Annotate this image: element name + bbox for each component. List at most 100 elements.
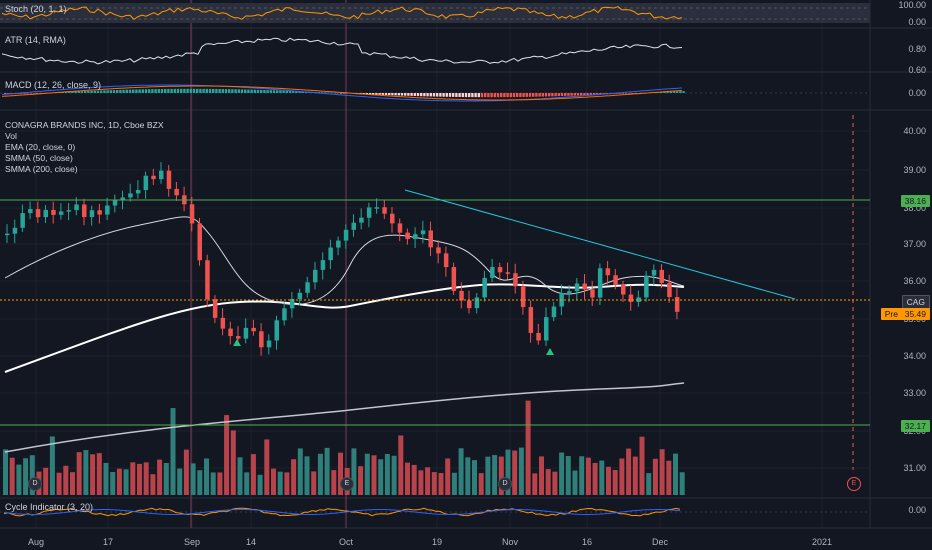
candle-body — [674, 297, 680, 312]
candle-body — [120, 197, 125, 200]
candle-body — [474, 297, 480, 309]
volume-bar — [311, 471, 317, 495]
candle-body — [282, 308, 287, 321]
legend-smma50[interactable]: SMMA (50, close) — [5, 153, 73, 163]
volume-bar — [163, 462, 169, 495]
candle-body — [628, 294, 634, 302]
candle-body — [12, 227, 18, 234]
macd-hist-bar — [205, 88, 208, 93]
macd-hist-bar — [480, 93, 484, 98]
candle-body — [621, 284, 626, 295]
volume-bar — [338, 452, 343, 495]
volume-bar — [264, 439, 270, 495]
macd-hist-bar — [208, 88, 212, 93]
stoch-band — [0, 3, 870, 23]
volume-bar — [525, 400, 531, 495]
volume-bar — [585, 457, 591, 495]
pre-value-tag[interactable]: 35.49 — [900, 308, 930, 320]
volume-bar — [405, 462, 410, 495]
volume-bar — [626, 448, 632, 495]
macd-hist-bar — [266, 90, 269, 93]
symbol-tag[interactable]: CAG — [901, 295, 930, 309]
macd-hist-bar — [452, 93, 455, 97]
macd-hist-bar — [420, 93, 423, 97]
volume-bar — [170, 408, 176, 495]
candle-body — [51, 209, 56, 215]
volume-bar — [324, 447, 330, 495]
macd-hist-bar — [541, 93, 544, 97]
volume-bar — [49, 436, 55, 495]
candle-body — [536, 332, 541, 341]
macd-hist-bar — [215, 88, 218, 93]
macd-hist-bar — [621, 93, 624, 94]
candlesticks[interactable] — [5, 162, 680, 356]
earnings-marker[interactable]: E — [340, 477, 354, 491]
macd-hist-bar — [26, 93, 29, 94]
macd-hist-bar — [458, 93, 461, 98]
macd-hist-bar — [455, 93, 458, 97]
candle-body — [359, 217, 364, 223]
volume-bar — [244, 472, 250, 495]
dividend-marker[interactable]: D — [28, 477, 42, 491]
macd-hist-bar — [564, 93, 567, 96]
macd-hist-bar — [586, 93, 589, 96]
candle-body — [151, 175, 156, 180]
macd-hist-bar — [144, 89, 148, 93]
volume-bar — [646, 473, 652, 495]
volume-bar — [358, 466, 364, 495]
volume-bar — [76, 452, 82, 495]
macd-hist-bar — [375, 93, 378, 95]
volume-bar — [103, 462, 109, 495]
macd-hist-bar — [487, 93, 490, 98]
symbol-title[interactable]: CONAGRA BRANDS INC, 1D, Cboe BZX — [5, 120, 164, 130]
legend-smma200[interactable]: SMMA (200, close) — [5, 164, 78, 174]
legend-vol[interactable]: Vol — [5, 131, 17, 141]
macd-hist-bar — [234, 89, 237, 93]
candle-body — [667, 282, 672, 298]
price-tick: 38.00 — [903, 203, 926, 213]
macd-hist-bar — [493, 93, 496, 98]
drawings[interactable] — [0, 189, 870, 426]
macd-hist-bar — [173, 88, 176, 93]
cycle-line-slow — [3, 509, 681, 515]
volume-bar — [599, 460, 605, 495]
candle-body — [651, 269, 657, 276]
macd-hist-bar — [557, 93, 560, 97]
smma200-line — [4, 382, 685, 453]
cycle-pane — [0, 507, 870, 517]
macd-hist-bar — [96, 90, 100, 93]
candle-body — [443, 253, 449, 268]
hline-low-tag[interactable]: 32.17 — [900, 420, 930, 432]
macd-hist-bar — [231, 89, 234, 93]
legend-ema[interactable]: EMA (20, close, 0) — [5, 142, 76, 152]
candle-body — [5, 233, 10, 236]
volume-bar — [116, 468, 122, 495]
x-tick-19: 19 — [431, 537, 443, 547]
earnings-marker[interactable]: E — [847, 477, 861, 491]
dividend-marker[interactable]: D — [498, 477, 512, 491]
hline-high-tag[interactable]: 38.16 — [900, 195, 930, 207]
price-tick: 31.00 — [903, 463, 926, 473]
macd-hist-bar — [573, 93, 576, 96]
volume-bar — [378, 459, 384, 495]
macd-hist-bar — [372, 93, 375, 95]
volume-bar — [56, 472, 62, 495]
macd-hist-bar — [292, 91, 295, 93]
candle-body — [243, 327, 249, 339]
candle-body — [28, 209, 33, 214]
volume-bar — [304, 456, 310, 495]
macd-hist-bar — [122, 89, 125, 93]
macd-hist-bar — [224, 89, 228, 93]
macd-hist-bar — [36, 93, 39, 94]
volume-bar — [518, 447, 524, 495]
macd-hist-bar — [567, 93, 570, 96]
macd-hist-bar — [429, 93, 432, 97]
candle-body — [251, 327, 256, 332]
volume-bar — [230, 430, 236, 495]
macd-hist-bar — [93, 90, 96, 93]
macd-hist-bar — [141, 89, 144, 93]
macd-hist-bar — [317, 92, 320, 93]
macd-hist-bar — [464, 93, 468, 98]
macd-hist-bar — [660, 91, 663, 93]
